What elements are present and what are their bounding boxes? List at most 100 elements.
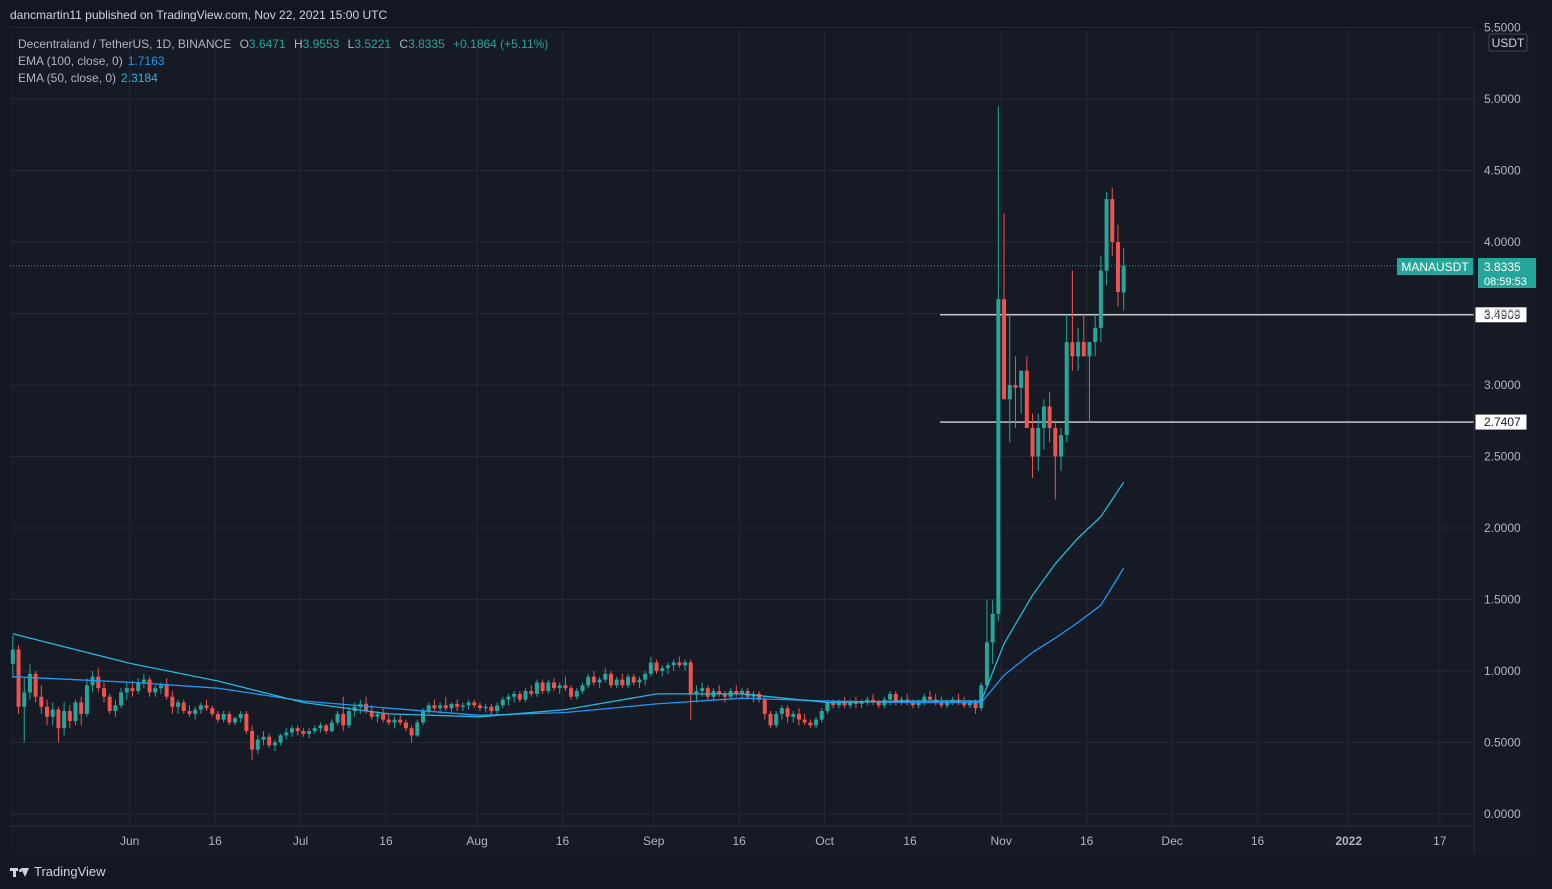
candle xyxy=(244,711,249,734)
x-tick-label: Oct xyxy=(815,834,834,848)
chart-frame[interactable] xyxy=(10,30,1538,854)
candle-body xyxy=(888,693,893,700)
candle-body xyxy=(187,711,192,714)
candle-body xyxy=(945,702,950,706)
candle-body xyxy=(176,702,181,707)
candle xyxy=(455,699,460,712)
candle-body xyxy=(438,705,443,709)
candle-body xyxy=(643,673,648,680)
y-tick-label: 5.5000 xyxy=(1484,21,1521,35)
candle xyxy=(574,688,579,700)
candle-body xyxy=(791,713,796,717)
candle-body xyxy=(170,696,175,707)
ema100-line xyxy=(12,567,1125,716)
candle xyxy=(546,679,551,694)
candle-body xyxy=(10,649,15,664)
candle-body xyxy=(124,688,129,693)
candle-body xyxy=(386,719,391,723)
time-axis[interactable]: Jun 16 Jul 16 Aug 16 Sep 16 Oct 16 Nov 16 Dec 16 2022 1… xyxy=(10,825,1474,848)
candle xyxy=(569,685,574,700)
brand-label: TradingView xyxy=(34,864,106,879)
candle-body xyxy=(574,691,579,697)
candle-body xyxy=(62,711,67,729)
candle-body xyxy=(990,613,995,643)
y-tick-label: 5.0000 xyxy=(1484,92,1521,106)
x-tick-label: 16 xyxy=(1080,834,1094,848)
candle xyxy=(722,691,727,703)
candle-body xyxy=(136,682,141,692)
change-value: +0.1864 (+5.11%) xyxy=(453,37,549,51)
price-axis[interactable]: 5.5000 5.0000 4.5000 4.0000 3.5000 3.0000 2.50… xyxy=(1473,21,1521,855)
candle-body xyxy=(1019,370,1024,388)
candle xyxy=(557,682,562,694)
ema50-row[interactable]: EMA (50, close, 0) 2.3184 xyxy=(18,70,548,87)
tradingview-brand[interactable]: TradingView xyxy=(10,864,106,879)
candle xyxy=(643,671,648,686)
candle xyxy=(449,702,454,714)
candle-body xyxy=(700,688,705,692)
candle xyxy=(221,711,226,723)
symbol-tag xyxy=(1397,258,1473,275)
open-value: 3.6471 xyxy=(248,37,286,51)
x-tick-label: 17 xyxy=(1433,834,1447,848)
candle-body xyxy=(825,702,830,712)
candle-body xyxy=(1081,342,1086,357)
candle-body xyxy=(916,702,921,706)
candle-body xyxy=(96,676,101,689)
candle-body xyxy=(113,705,118,712)
candle-body xyxy=(774,713,779,726)
candle xyxy=(1115,224,1120,307)
close-label: C xyxy=(399,37,409,51)
candle xyxy=(392,716,397,729)
candle-body xyxy=(762,699,767,714)
candle xyxy=(956,693,961,706)
candle-body xyxy=(495,705,500,712)
candle xyxy=(620,673,625,689)
candle xyxy=(238,711,243,723)
candle-body xyxy=(717,691,722,694)
publisher-line: dancmartin11 published on TradingView.co… xyxy=(10,8,388,22)
candle xyxy=(369,705,374,720)
candle-body xyxy=(842,702,847,706)
candle xyxy=(1098,256,1103,343)
candle-body xyxy=(603,673,608,680)
candle-body xyxy=(346,711,351,726)
candle-body xyxy=(865,699,870,703)
candle xyxy=(193,706,198,720)
candle-body xyxy=(221,713,226,720)
candle-body xyxy=(654,662,659,671)
candle-body xyxy=(369,711,374,717)
candle xyxy=(774,711,779,729)
candle xyxy=(660,665,665,677)
candle xyxy=(819,708,824,723)
candle xyxy=(626,673,631,689)
candle xyxy=(141,673,146,689)
candle-body xyxy=(443,705,448,709)
candle xyxy=(1121,248,1126,311)
candle-body xyxy=(973,702,978,709)
ema100-row[interactable]: EMA (100, close, 0) 1.7163 xyxy=(18,53,548,70)
candle-body xyxy=(927,696,932,700)
candle-body xyxy=(631,676,636,683)
candle xyxy=(865,696,870,706)
candle xyxy=(808,719,813,729)
currency-badge[interactable]: USDT xyxy=(1488,33,1528,52)
footer-bar xyxy=(0,854,1552,889)
candle xyxy=(517,691,522,703)
candle-body xyxy=(979,685,984,709)
candle-body xyxy=(16,649,21,707)
bar-countdown-label: 08:59:53 xyxy=(1484,276,1527,288)
candle-body xyxy=(677,662,682,666)
level-price-tag xyxy=(1474,306,1528,324)
candle xyxy=(751,691,756,703)
candle xyxy=(403,719,408,732)
candle xyxy=(608,671,613,689)
candle xyxy=(267,733,272,749)
candle xyxy=(33,671,38,703)
candle-body xyxy=(455,703,460,707)
candle xyxy=(318,722,323,733)
candle xyxy=(79,696,84,726)
candle-body xyxy=(1098,270,1103,328)
x-tick-label: Jun xyxy=(120,834,139,848)
